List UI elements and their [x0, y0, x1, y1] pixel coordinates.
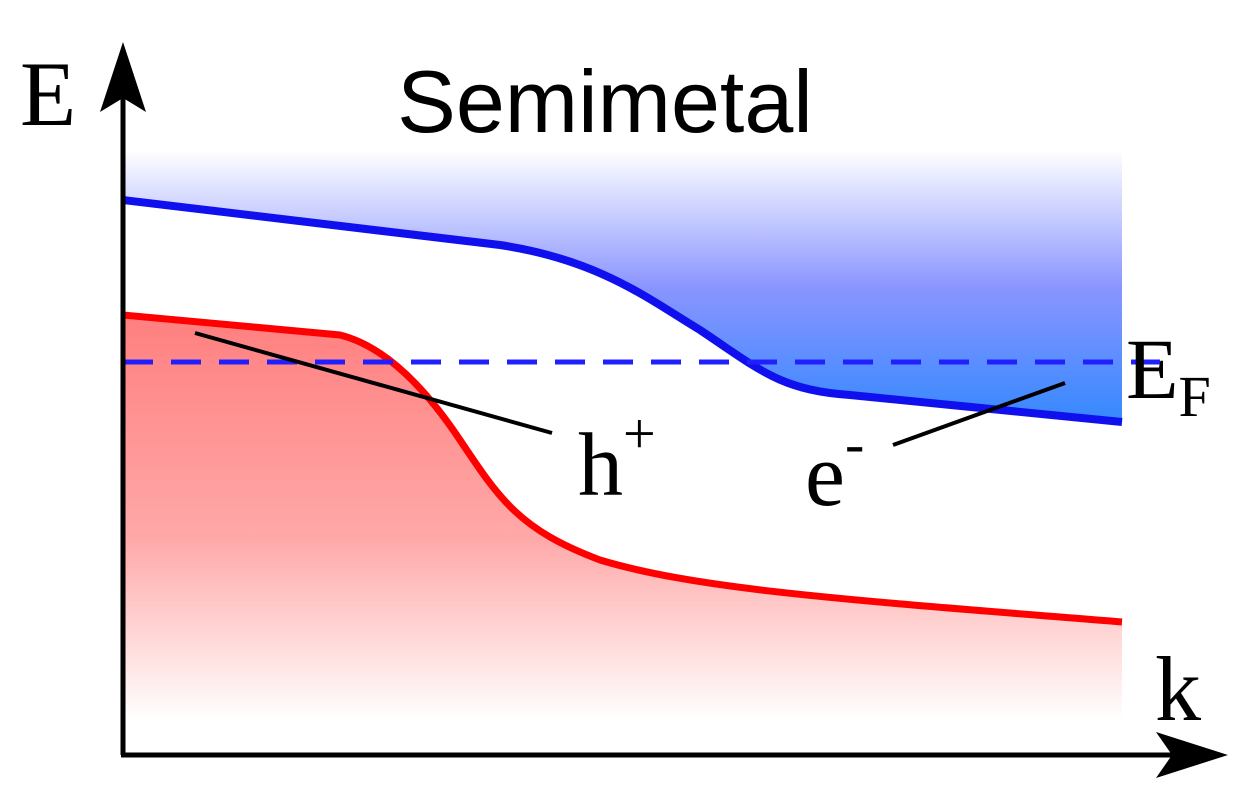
hole-label: h+ [578, 401, 656, 515]
valence-fill [123, 315, 1122, 720]
electron-symbol: e [805, 426, 845, 525]
valence-band [122, 311, 1123, 626]
y-axis-label: E [20, 43, 76, 145]
hole-leader [194, 331, 553, 435]
x-axis-arrow [1156, 732, 1228, 778]
electron-superscript: - [845, 411, 864, 476]
y-axis-arrow [100, 42, 146, 112]
conduction-fill [123, 150, 1122, 422]
conduction-band [122, 196, 1123, 426]
fermi-subscript: F [1179, 364, 1211, 429]
fermi-symbol: E [1126, 321, 1179, 417]
fermi-level-label: EF [1126, 321, 1211, 429]
hole-superscript: + [623, 401, 656, 466]
x-axis-label: k [1155, 638, 1201, 740]
title: Semimetal [397, 52, 813, 151]
electron-leader [892, 381, 1066, 447]
hole-symbol: h [578, 416, 623, 515]
electron-label: e- [805, 411, 864, 525]
